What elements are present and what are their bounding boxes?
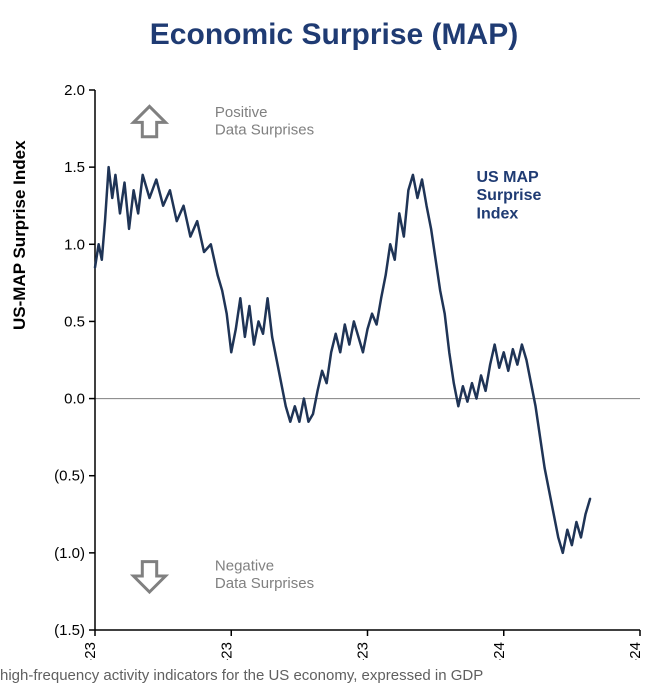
y-tick-label: (0.5) [54, 468, 85, 485]
y-tick-label: 1.0 [64, 236, 85, 253]
y-tick-label: (1.5) [54, 622, 85, 639]
arrow-down-icon [134, 562, 166, 592]
positive-annotation: PositiveData Surprises [215, 104, 314, 138]
chart-title: Economic Surprise (MAP) [0, 18, 668, 52]
y-tick-label: 1.5 [64, 159, 85, 176]
series-line [95, 167, 590, 553]
y-tick-label: (1.0) [54, 545, 85, 562]
chart-page: { "chart": { "type": "line", "title": "E… [0, 0, 668, 688]
x-tick-label: Jun-24 [627, 642, 644, 660]
y-tick-label: 2.0 [64, 82, 85, 99]
y-axis-label: US-MAP Surprise Index [10, 140, 30, 330]
x-tick-label: Sep-23 [218, 642, 235, 660]
x-tick-label: Dec-23 [355, 642, 372, 660]
negative-annotation: NegativeData Surprises [215, 558, 314, 592]
x-tick-label: Jun-23 [82, 642, 99, 660]
chart-canvas: (1.5) (1.0) (0.5) 0.0 0.5 1.0 1.5 2.0 Jun-23 Sep-… [0, 0, 668, 660]
series-label: US MAPSurpriseIndex [477, 169, 542, 223]
y-tick-label: 0.5 [64, 313, 85, 330]
y-tick-label: 0.0 [64, 391, 85, 408]
footnote-text: high-frequency activity indicators for t… [0, 667, 668, 684]
arrow-up-icon [134, 106, 166, 136]
x-tick-label: Mar-24 [491, 642, 508, 660]
